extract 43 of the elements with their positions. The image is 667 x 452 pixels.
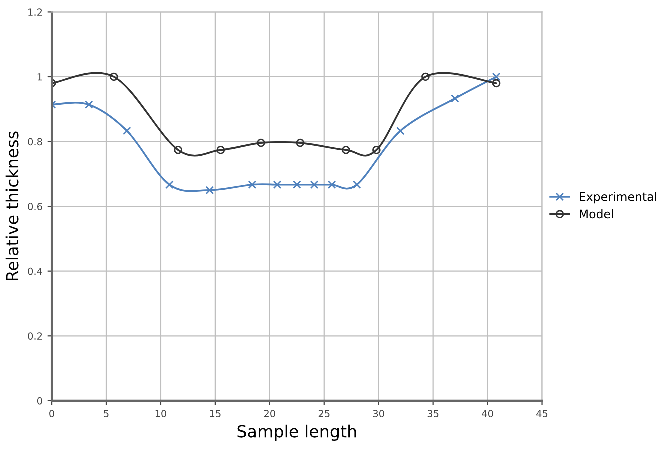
y-tick-label: 0 bbox=[37, 397, 42, 405]
point bbox=[216, 146, 226, 154]
x-axis-title: Sample length bbox=[238, 424, 356, 442]
point bbox=[328, 180, 336, 190]
point bbox=[372, 146, 381, 154]
point bbox=[166, 180, 174, 190]
y-tick-label: 1.2 bbox=[28, 8, 42, 16]
point bbox=[257, 138, 266, 148]
point bbox=[273, 180, 282, 190]
point bbox=[352, 180, 362, 190]
x-tick-label: 35 bbox=[428, 410, 439, 418]
point bbox=[450, 94, 460, 103]
point bbox=[342, 146, 350, 154]
y-tick-label: 1 bbox=[38, 74, 42, 81]
point bbox=[123, 126, 132, 136]
point bbox=[174, 146, 183, 154]
y-tick-label: 0.2 bbox=[28, 332, 42, 340]
x-tick-label: 15 bbox=[210, 410, 221, 418]
x-tick-label: 5 bbox=[104, 410, 109, 418]
y-axis-title: Relative thickness bbox=[6, 132, 19, 281]
point bbox=[422, 72, 430, 82]
point bbox=[248, 180, 257, 190]
point bbox=[292, 180, 302, 190]
x-tick-label: 25 bbox=[318, 410, 330, 418]
x-tick-label: 20 bbox=[264, 410, 276, 418]
y-tick-label: 0.6 bbox=[28, 203, 42, 210]
point bbox=[206, 186, 214, 195]
x-tick-label: 0 bbox=[50, 410, 54, 418]
x-tick-label: 40 bbox=[482, 410, 494, 418]
legend-label: Model bbox=[580, 210, 614, 219]
point bbox=[310, 180, 319, 190]
x-tick-label: 30 bbox=[373, 410, 384, 418]
legend-label: Experimental bbox=[580, 192, 656, 204]
x-tick-label: 45 bbox=[536, 410, 548, 418]
x-tick-label: 10 bbox=[156, 410, 167, 418]
point bbox=[296, 138, 305, 148]
point bbox=[396, 126, 405, 136]
point bbox=[492, 79, 501, 88]
point bbox=[110, 72, 118, 82]
point bbox=[492, 72, 501, 82]
y-tick-label: 0.8 bbox=[28, 138, 42, 146]
point bbox=[84, 100, 94, 110]
y-tick-label: 0.4 bbox=[28, 268, 42, 276]
